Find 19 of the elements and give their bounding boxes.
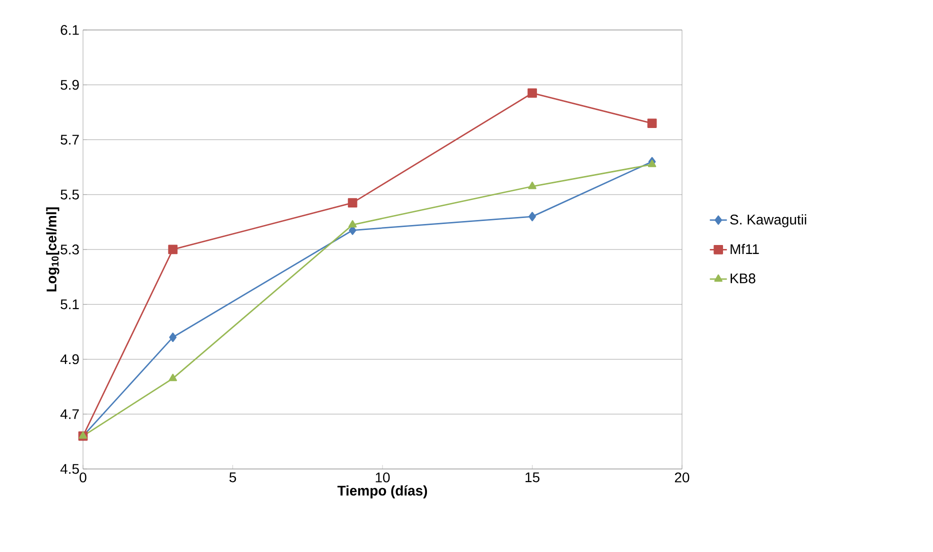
text: Log$_{10}$[cel/ml] [46, 207, 60, 292]
x-axis-title: Tiempo (días) [337, 485, 428, 498]
x-tick-label: 20 [674, 472, 690, 482]
y-tick-label: 5.9 [60, 80, 79, 90]
y-tick-label: 4.5 [60, 464, 79, 474]
y-tick-label: 4.7 [60, 409, 79, 419]
y-tick-label: 6.1 [60, 25, 79, 35]
y-tick-label: 4.9 [60, 354, 79, 364]
y-tick-label: 5.3 [60, 244, 79, 254]
x-tick-label: 5 [229, 472, 236, 482]
legend-label: KB8 [730, 273, 756, 284]
y-tick-label: 5.5 [60, 190, 79, 200]
legend-label: S. Kawagutii [730, 214, 806, 228]
legend-label: Mf11 [730, 244, 759, 254]
y-tick-label: 5.7 [60, 134, 79, 145]
x-tick-label: 10 [376, 472, 390, 482]
x-tick-label: 0 [80, 472, 86, 482]
y-tick-label: 5.1 [60, 299, 79, 310]
x-tick-label: 15 [526, 472, 540, 482]
